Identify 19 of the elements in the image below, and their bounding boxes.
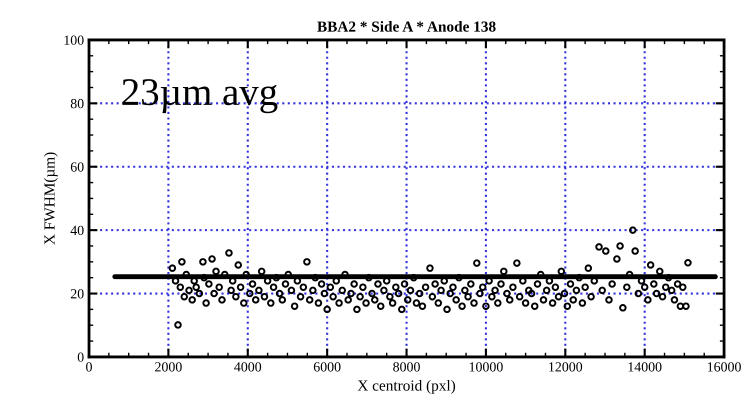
y-tick-label: 40 [70,226,84,236]
y-tick-label: 100 [64,36,84,45]
y-tick-label: 0 [78,352,84,362]
x-tick-label: 8000 [393,362,420,372]
x-tick-label: 14000 [628,362,662,372]
x-tick-label: 0 [86,362,92,372]
x-tick-label: 2000 [155,362,182,372]
y-tick-label: 60 [70,162,84,172]
y-axis-title: X FWHM(µm) [44,152,58,245]
y-tick-label: 80 [70,98,84,108]
x-axis-title: X centroid (pxl) [358,380,456,394]
x-tick-label: 10000 [470,362,503,372]
x-tick-label: 4000 [234,362,262,372]
annotation: 23µm avg [122,79,278,114]
chart-title: BBA2 * Side A * Anode 138 [317,21,496,32]
x-tick-label: 6000 [314,362,341,372]
x-tick-label: 12000 [549,362,582,372]
y-tick-label: 20 [70,289,84,298]
x-tick-label: 16000 [708,362,741,372]
